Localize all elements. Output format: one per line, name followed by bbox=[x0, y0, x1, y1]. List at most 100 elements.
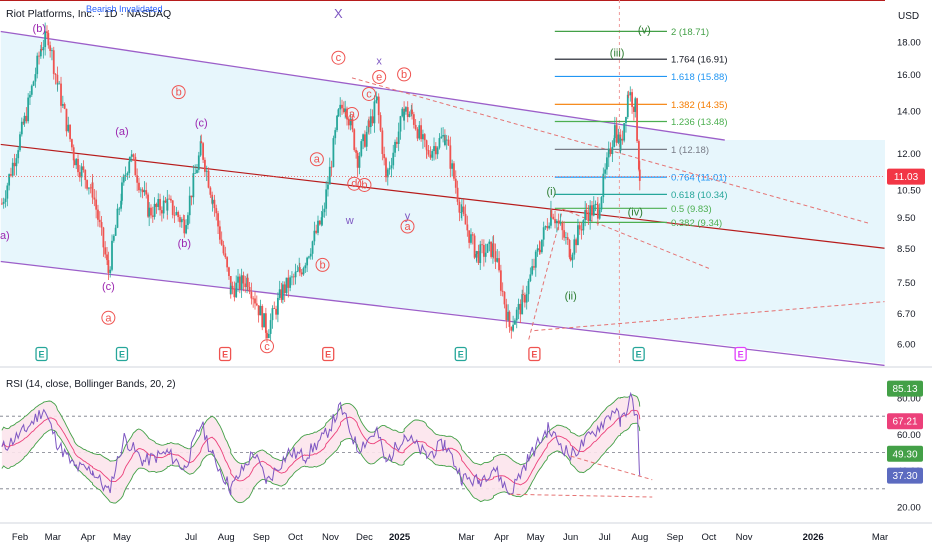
candle-body bbox=[84, 169, 87, 181]
candle-body bbox=[411, 109, 413, 115]
candle-body bbox=[449, 145, 452, 169]
candle-body bbox=[89, 187, 92, 189]
candle-body bbox=[34, 74, 37, 82]
candle-body bbox=[637, 141, 640, 170]
x-tick-label: Mar bbox=[45, 532, 61, 543]
candle-body bbox=[573, 239, 576, 255]
candle-body bbox=[353, 129, 356, 150]
earnings-marker-label: E bbox=[325, 350, 331, 360]
candle-body bbox=[365, 131, 368, 147]
rsi-value-badge bbox=[887, 467, 923, 484]
candle-body bbox=[320, 217, 323, 225]
candle-body bbox=[238, 276, 241, 290]
price-tick-label: 7.50 bbox=[897, 278, 916, 289]
candle-body bbox=[394, 141, 396, 153]
x-tick-label: Mar bbox=[872, 532, 888, 543]
wave-label: c bbox=[336, 52, 342, 64]
candle-body bbox=[107, 260, 110, 273]
candle-body bbox=[477, 251, 480, 263]
candle-body bbox=[130, 154, 133, 157]
wave-label: d bbox=[351, 178, 357, 190]
candle-body bbox=[313, 230, 316, 242]
candle-body bbox=[414, 124, 417, 130]
candle-body bbox=[475, 251, 478, 254]
candle-body bbox=[132, 154, 135, 157]
candle-body bbox=[464, 213, 467, 225]
candle-body bbox=[550, 210, 552, 226]
candle-body bbox=[44, 31, 47, 48]
x-tick-label: Nov bbox=[736, 532, 753, 543]
price-tick-label: 18.00 bbox=[897, 38, 921, 49]
candle-body bbox=[580, 229, 583, 231]
candle-body bbox=[412, 114, 415, 125]
candle-body bbox=[111, 240, 113, 270]
candle-body bbox=[58, 83, 61, 85]
candle-body bbox=[379, 115, 382, 131]
candle-body bbox=[440, 136, 443, 139]
fib-label: 0.382 (9.34) bbox=[671, 218, 722, 229]
candle-body bbox=[503, 291, 506, 305]
candle-body bbox=[61, 104, 64, 106]
rsi-lower-band bbox=[1, 422, 641, 504]
candle-body bbox=[11, 162, 14, 176]
candle-body bbox=[447, 139, 450, 146]
candle-body bbox=[587, 212, 590, 221]
candle-body bbox=[213, 199, 216, 209]
candle-body bbox=[291, 276, 293, 278]
candle-body bbox=[283, 284, 286, 294]
candle-body bbox=[356, 152, 359, 168]
candle-body bbox=[39, 49, 42, 57]
candle-body bbox=[496, 258, 499, 262]
price-tick-label: 10.50 bbox=[897, 186, 921, 197]
wave-label-circle bbox=[171, 85, 186, 100]
candle-body bbox=[91, 182, 94, 198]
candle-body bbox=[269, 320, 272, 334]
x-tick-label: Sep bbox=[253, 532, 270, 543]
candle-body bbox=[22, 121, 25, 124]
wave-label-circle bbox=[344, 107, 359, 122]
candle-body bbox=[162, 200, 165, 214]
candle-body bbox=[585, 210, 588, 213]
candle-body bbox=[589, 205, 592, 221]
candle-body bbox=[267, 333, 270, 339]
candle-body bbox=[638, 169, 641, 181]
candle-body bbox=[116, 208, 119, 228]
wave-label-circle bbox=[309, 152, 324, 167]
candle-body bbox=[124, 174, 127, 176]
candle-body bbox=[460, 212, 463, 213]
candle-body bbox=[222, 244, 225, 254]
candle-body bbox=[4, 198, 7, 202]
earnings-marker bbox=[454, 346, 467, 362]
candle-body bbox=[584, 210, 587, 221]
candle-body bbox=[328, 166, 331, 185]
candle-body bbox=[623, 123, 626, 141]
candle-body bbox=[349, 118, 352, 126]
candle-body bbox=[332, 138, 335, 167]
wave-label: x bbox=[376, 55, 382, 67]
candle-body bbox=[151, 215, 154, 217]
candle-body bbox=[602, 173, 605, 198]
rsi-band-fill bbox=[1, 394, 640, 504]
candle-body bbox=[385, 158, 387, 174]
rsi-basis-line bbox=[1, 409, 641, 486]
candle-body bbox=[542, 227, 545, 240]
candle-body bbox=[72, 147, 75, 161]
candle-body bbox=[77, 158, 79, 173]
candle-body bbox=[484, 252, 487, 257]
candle-body bbox=[591, 205, 593, 216]
candle-body bbox=[46, 31, 48, 34]
rsi-divergence-2 bbox=[570, 455, 653, 481]
candle-body bbox=[292, 276, 295, 278]
price-tick-label: 16.00 bbox=[897, 70, 921, 81]
candle-body bbox=[390, 165, 393, 169]
wave-label: (i) bbox=[547, 186, 557, 198]
candle-body bbox=[334, 130, 337, 139]
earnings-marker-label: E bbox=[119, 350, 125, 360]
candle-body bbox=[309, 253, 312, 257]
candle-body bbox=[235, 282, 238, 298]
candle-body bbox=[406, 107, 409, 117]
candle-body bbox=[36, 55, 39, 75]
earnings-marker bbox=[35, 346, 48, 362]
candle-body bbox=[418, 125, 421, 139]
earnings-marker bbox=[528, 346, 541, 362]
